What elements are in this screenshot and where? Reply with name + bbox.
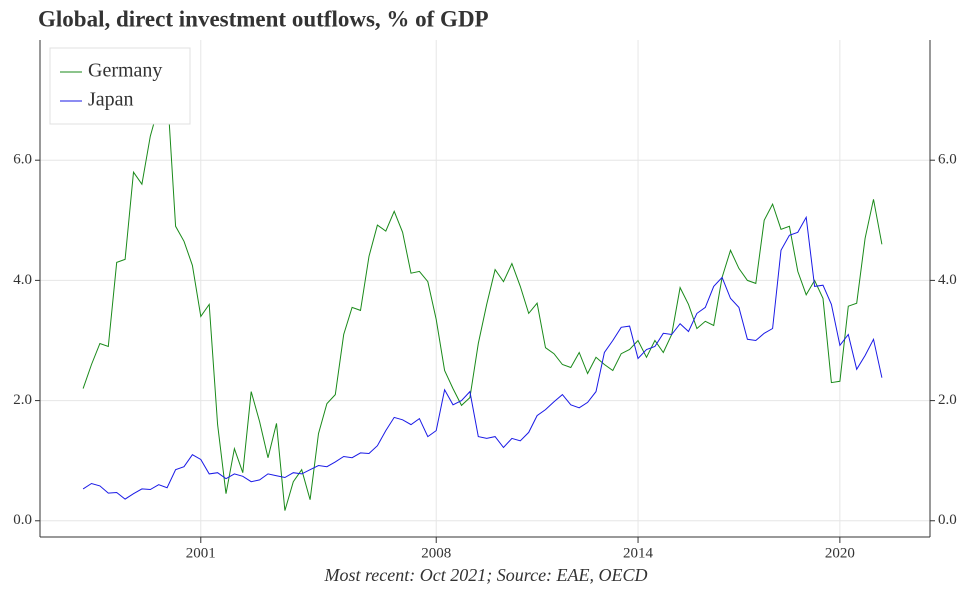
y2-tick-label: 6.0	[938, 152, 957, 168]
caption: Most recent: Oct 2021; Source: EAE, OECD	[323, 565, 647, 585]
y2-tick-label: 0.0	[938, 512, 957, 528]
y-tick-label: 4.0	[13, 272, 32, 288]
legend-label: Japan	[88, 89, 134, 111]
x-tick-label: 2001	[186, 545, 216, 561]
series-line	[82, 87, 883, 511]
y-tick-label: 2.0	[13, 392, 32, 408]
x-tick-label: 2014	[623, 545, 654, 561]
y2-tick-label: 4.0	[938, 272, 957, 288]
legend-box	[49, 47, 191, 125]
y-tick-label: 0.0	[13, 512, 32, 528]
x-tick-label: 2008	[421, 545, 451, 561]
series-line	[82, 215, 883, 500]
chart-title: Global, direct investment outflows, % of…	[38, 6, 489, 31]
x-tick-label: 2020	[825, 545, 855, 561]
y2-tick-label: 2.0	[938, 392, 957, 408]
y-tick-label: 6.0	[13, 152, 32, 168]
legend: Germany Japan	[49, 47, 191, 125]
legend-label: Germany	[88, 60, 162, 82]
